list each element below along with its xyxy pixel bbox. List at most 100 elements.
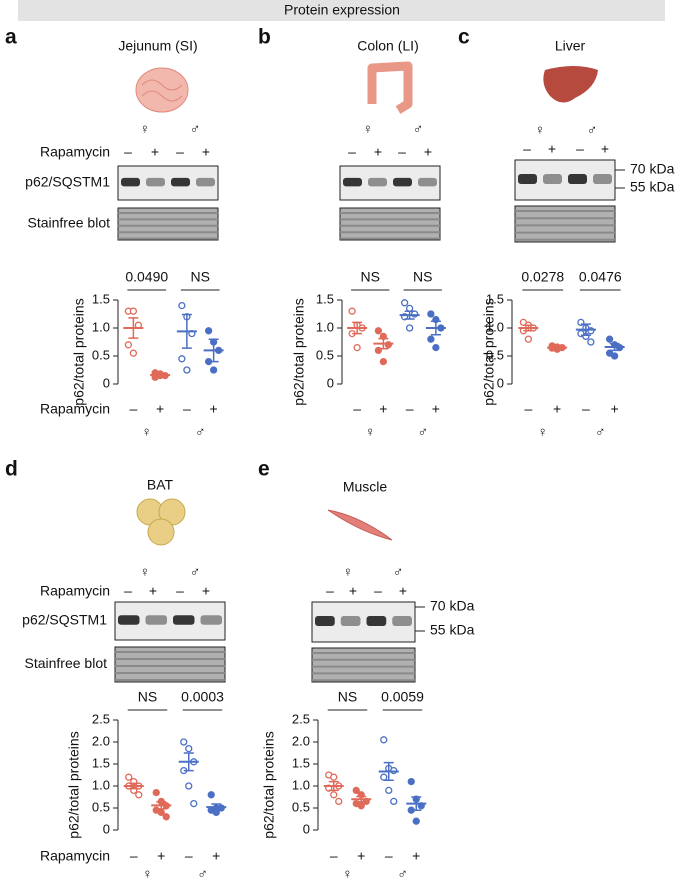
blot-band — [200, 615, 222, 625]
x-tick-label: + — [157, 848, 165, 864]
error-bar — [155, 373, 166, 377]
blot-label: p62/SQSTM1 — [22, 612, 107, 628]
error-bar — [609, 342, 620, 352]
data-point — [125, 773, 133, 781]
sex-axis-label: ♀ — [142, 424, 153, 440]
sex-label: ♀ — [140, 121, 151, 137]
y-tick-label: 0 — [497, 375, 504, 390]
y-tick-label: 1.5 — [486, 291, 504, 306]
blot-band — [118, 615, 140, 625]
sex-axis-label: ♀ — [142, 866, 153, 882]
blot-lane-label: – — [124, 583, 132, 599]
y-tick-label: 1.5 — [92, 755, 110, 770]
kda-label: 55 kDa — [630, 179, 675, 195]
comparison-label: NS — [361, 269, 380, 285]
blot-lane-label: + — [202, 144, 210, 160]
sex-label: ♀ — [140, 564, 151, 580]
y-axis-label: p62/total proteins — [71, 298, 87, 405]
data-point — [412, 817, 420, 825]
blot-lane-label: – — [348, 144, 356, 160]
sex-label: ♂ — [190, 564, 201, 580]
y-tick-label: 2.0 — [292, 733, 310, 748]
sex-label: ♀ — [363, 121, 374, 137]
error-bar — [211, 803, 222, 811]
y-tick-label: 0 — [303, 821, 310, 836]
blot-row-label: Rapamycin — [40, 583, 110, 599]
data-point — [427, 335, 435, 343]
comparison-label: 0.0278 — [521, 269, 564, 285]
blot-label: Stainfree blot — [28, 215, 111, 231]
x-tick-label: – — [582, 401, 590, 417]
data-point — [178, 355, 186, 363]
comparison-label: NS — [138, 689, 157, 705]
data-point — [185, 744, 193, 753]
y-tick-label: 1.5 — [292, 755, 310, 770]
blot-lane-label: + — [601, 141, 609, 157]
x-tick-label: + — [432, 401, 440, 417]
data-point — [204, 327, 213, 335]
error-bar — [580, 323, 591, 337]
sex-axis-label: ♂ — [195, 424, 206, 440]
error-bar — [552, 345, 563, 350]
sex-axis-label: ♂ — [418, 424, 429, 440]
data-point — [380, 773, 388, 781]
panel-title: Liver — [555, 38, 586, 54]
comparison-label: NS — [338, 689, 357, 705]
error-bar — [523, 324, 534, 332]
blot-band — [145, 615, 167, 625]
data-point — [209, 366, 218, 374]
blot-band — [543, 174, 562, 184]
data-point — [400, 299, 409, 307]
data-point — [180, 738, 188, 746]
sex-axis-label: ♂ — [595, 424, 606, 440]
data-point — [390, 797, 398, 806]
error-bar — [328, 780, 339, 792]
data-point — [357, 802, 365, 810]
y-tick-label: 2.5 — [292, 711, 310, 726]
blot-lane-label: – — [124, 144, 132, 160]
y-tick-label: 0.5 — [92, 347, 110, 362]
blot-band — [418, 177, 437, 187]
data-point — [335, 797, 343, 806]
blot-band — [392, 616, 412, 626]
y-tick-label: 1.0 — [486, 319, 504, 334]
y-axis-label: p62/total proteins — [261, 731, 277, 838]
data-point — [353, 343, 361, 352]
data-point — [183, 366, 191, 374]
blot-band — [121, 177, 140, 187]
sex-label: ♂ — [587, 122, 598, 138]
error-bar — [411, 796, 422, 811]
y-tick-label: 2.5 — [92, 711, 110, 726]
panel-title: BAT — [147, 477, 174, 493]
panel-title: Colon (LI) — [357, 38, 418, 54]
blot-band — [368, 177, 387, 187]
data-point — [524, 335, 533, 343]
blot-band — [196, 177, 215, 187]
data-point — [185, 782, 193, 790]
y-tick-label: 1.0 — [92, 777, 110, 792]
blot-lane-label: – — [523, 141, 531, 157]
sex-axis-label: ♀ — [342, 866, 353, 882]
data-point — [407, 777, 415, 786]
y-tick-label: 0.5 — [486, 347, 504, 362]
panel-letter: c — [458, 26, 470, 49]
data-point — [190, 799, 198, 808]
data-point — [162, 813, 170, 821]
comparison-label: 0.0003 — [181, 689, 224, 705]
error-bar — [208, 338, 219, 363]
x-axis-label: Rapamycin — [40, 848, 110, 864]
blot-band — [393, 177, 412, 187]
y-tick-label: 1.0 — [316, 319, 334, 334]
data-point — [330, 791, 338, 799]
y-tick-label: 0 — [327, 375, 334, 390]
data-point — [379, 357, 388, 366]
data-point — [432, 343, 440, 352]
x-axis-label: Rapamycin — [40, 401, 110, 417]
x-tick-label: – — [183, 401, 191, 417]
error-bar — [183, 752, 194, 772]
blot-band — [343, 177, 362, 187]
x-tick-label: – — [524, 401, 532, 417]
y-tick-label: 1.5 — [316, 291, 334, 306]
error-bar — [156, 801, 167, 810]
